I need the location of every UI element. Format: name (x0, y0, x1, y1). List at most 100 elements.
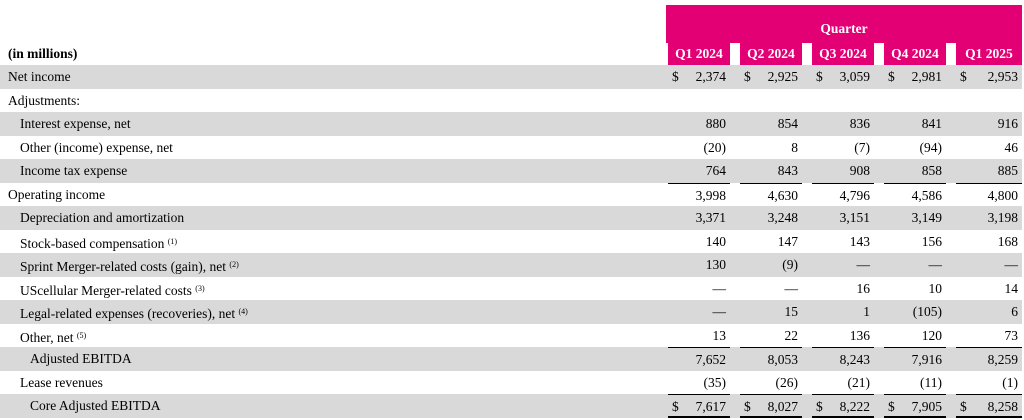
row-label-text: Adjustments: (8, 92, 81, 108)
row-label-text: Depreciation and amortization (20, 210, 185, 225)
row-label: Depreciation and amortization (20, 206, 184, 230)
currency-symbol: $ (960, 399, 967, 414)
currency-symbol: $ (960, 69, 967, 84)
cell-value: 8 (791, 139, 798, 155)
value-cell: $2,981 (884, 65, 946, 89)
column-header-q1-2025: Q1 2025 (956, 43, 1022, 65)
value-cell: 3,198 (956, 206, 1022, 230)
value-cell: 8,243 (812, 347, 874, 372)
cell-value: — (712, 280, 727, 296)
value-cell: 10 (884, 277, 946, 301)
value-cell (956, 89, 1022, 113)
value-cell: 136 (812, 324, 874, 348)
value-cell: $2,374 (668, 65, 730, 89)
value-cell: (20) (668, 136, 730, 160)
cell-value: 8,222 (839, 399, 870, 414)
quarter-group-label: Quarter (820, 21, 868, 36)
table-row: Depreciation and amortization 3,371 3,248 3… (0, 206, 1024, 230)
value-cell: — (812, 253, 874, 277)
row-label: UScellular Merger-related costs (3) (20, 277, 205, 303)
cell-value: — (1004, 257, 1019, 272)
cell-value: (105) (912, 304, 942, 319)
table-row: Operating income 3,998 4,630 4,796 4,586 4,80… (0, 182, 1024, 208)
units-label: (in millions) (8, 46, 78, 61)
currency-symbol: $ (744, 399, 751, 414)
cell-value: 168 (997, 233, 1018, 249)
cell-value: 7,916 (911, 352, 942, 367)
value-cell: (21) (812, 371, 874, 395)
value-cell: 3,149 (884, 206, 946, 230)
value-cell: 7,652 (668, 347, 730, 372)
row-label-text: Other, net (20, 329, 74, 345)
cell-value: — (784, 280, 799, 296)
value-cell: 3,151 (812, 206, 874, 230)
cell-value: (94) (919, 139, 943, 155)
value-cell: $8,027 (740, 394, 802, 418)
value-cell: 764 (668, 159, 730, 183)
value-cell: 3,998 (668, 182, 730, 208)
value-cell: 8,259 (956, 347, 1022, 372)
value-cell: (11) (884, 371, 946, 395)
cell-value: 22 (784, 327, 799, 343)
row-label-text: Income tax expense (20, 163, 128, 178)
row-label-text: Lease revenues (20, 374, 103, 390)
value-cell: — (956, 253, 1022, 277)
row-label: Core Adjusted EBITDA (30, 394, 161, 418)
cell-value: 3,998 (695, 187, 726, 203)
value-cell: 147 (740, 230, 802, 254)
cell-value: 15 (784, 304, 799, 319)
cell-value: 7,905 (911, 399, 942, 414)
value-cell: (105) (884, 300, 946, 324)
currency-symbol: $ (816, 399, 823, 414)
value-cell: 843 (740, 159, 802, 183)
cell-value: 3,059 (839, 69, 870, 84)
value-cell: 14 (956, 277, 1022, 301)
value-cell: $7,905 (884, 394, 946, 418)
value-cell: (9) (740, 253, 802, 277)
value-cell: 140 (668, 230, 730, 254)
footnote-marker: (4) (238, 307, 248, 316)
value-cell: (94) (884, 136, 946, 160)
value-cell (812, 89, 874, 113)
cell-value: 13 (712, 327, 727, 343)
value-cell: 8 (740, 136, 802, 160)
cell-value: 858 (921, 163, 942, 178)
row-label: Net income (8, 65, 71, 89)
cell-value: 8,243 (839, 352, 870, 367)
table-row: Interest expense, net 880 854 836 841 916 (0, 112, 1024, 136)
value-cell: 73 (956, 324, 1022, 348)
value-cell: 916 (956, 112, 1022, 136)
value-cell: 858 (884, 159, 946, 183)
cell-value: (35) (703, 374, 727, 390)
value-cell: $7,617 (668, 394, 730, 418)
value-cell: $2,925 (740, 65, 802, 89)
cell-value: 2,953 (987, 69, 1018, 84)
table-row: Adjusted EBITDA 7,652 8,053 8,243 7,916 8,259 (0, 347, 1024, 371)
cell-value: 4,630 (767, 187, 798, 203)
cell-value: (11) (920, 374, 942, 390)
value-cell: 46 (956, 136, 1022, 160)
cell-value: 2,925 (767, 69, 798, 84)
cell-value: 841 (921, 116, 942, 131)
cell-value: (7) (854, 139, 870, 155)
cell-value: 8,053 (767, 352, 798, 367)
table-row: Stock-based compensation (1) 140 147 143 156… (0, 230, 1024, 254)
currency-symbol: $ (888, 69, 895, 84)
value-cell: (1) (956, 371, 1022, 395)
cell-value: 156 (921, 233, 942, 249)
table-row: Sprint Merger-related costs (gain), net … (0, 253, 1024, 277)
value-cell: $8,258 (956, 394, 1022, 418)
table-row: Income tax expense 764 843 908 858 885 (0, 159, 1024, 183)
footnote-marker: (2) (229, 260, 239, 269)
row-label: Other, net (5) (20, 324, 86, 350)
cell-value: 885 (997, 163, 1018, 178)
cell-value: 843 (777, 163, 798, 178)
value-cell: 3,371 (668, 206, 730, 230)
value-cell: 6 (956, 300, 1022, 324)
cell-value: 16 (856, 280, 871, 296)
column-header-q1-2024: Q1 2024 (668, 43, 730, 65)
footnote-marker: (1) (167, 236, 178, 246)
cell-value: 3,371 (695, 210, 726, 225)
value-cell: 908 (812, 159, 874, 183)
